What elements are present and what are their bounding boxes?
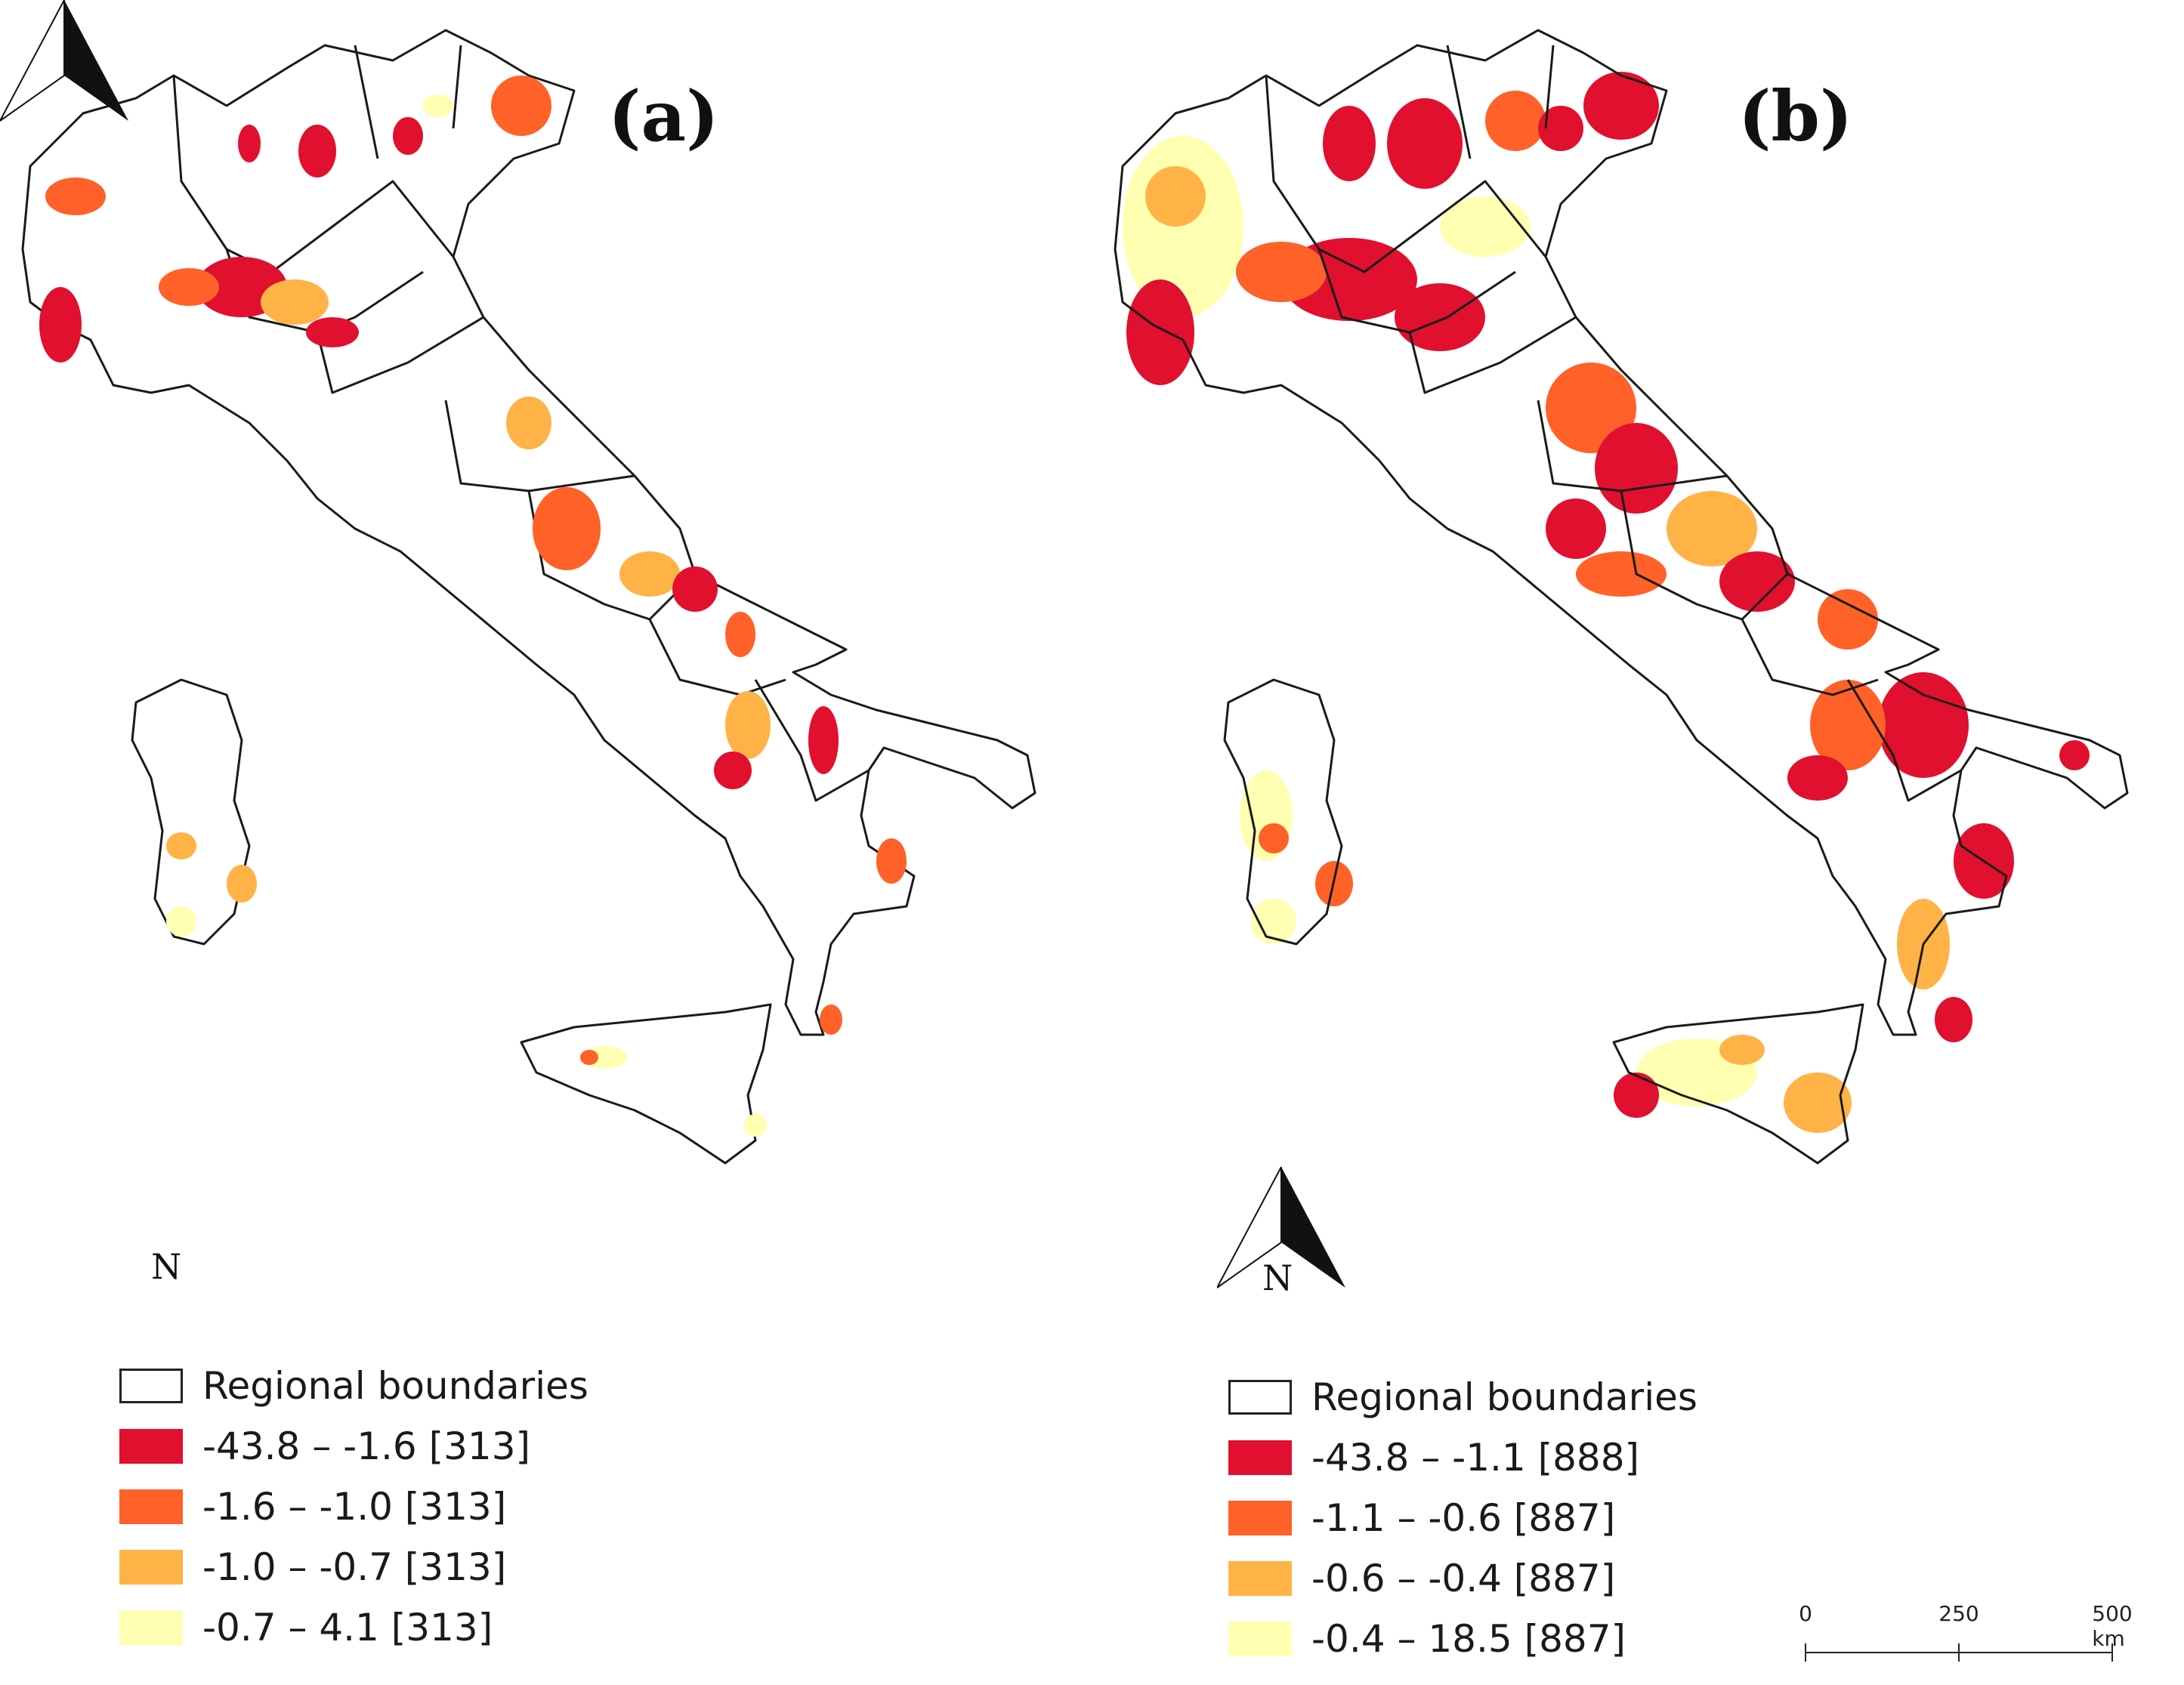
- legend-label: -43.8 – -1.1 [888]: [1311, 1436, 1640, 1480]
- italy-map-b: [1114, 29, 2129, 1165]
- map-panel-a: (a) N Regional boundaries -43.8 – -1.6 […: [0, 0, 1036, 1658]
- region-line-9: [452, 45, 462, 129]
- scale-bar-line: [1805, 1643, 2113, 1662]
- panel-label-b: (b): [1738, 76, 1853, 157]
- legend-b: Regional boundaries -43.8 – -1.1 [888] -…: [1228, 1367, 1697, 1669]
- legend-item: Regional boundaries: [1228, 1367, 1697, 1427]
- legend-item: -0.7 – 4.1 [313]: [119, 1597, 588, 1658]
- italy-mainland-outline: [21, 29, 1036, 1036]
- sicily-outline: [1612, 1003, 1864, 1165]
- legend-swatch: [119, 1550, 183, 1585]
- region-line-8: [1446, 45, 1472, 159]
- legend-label: -0.4 – 18.5 [887]: [1311, 1617, 1626, 1661]
- legend-item: -43.8 – -1.6 [313]: [119, 1416, 588, 1477]
- legend-item: -1.0 – -0.7 [313]: [119, 1537, 588, 1597]
- regional-boundaries-a: [21, 29, 1036, 1165]
- panel-label-a: (a): [608, 76, 719, 157]
- region-line-6: [1741, 619, 1879, 696]
- legend-swatch: [1228, 1622, 1292, 1656]
- north-letter-b: N: [1262, 1258, 1293, 1298]
- scale-label-250: 250: [1938, 1601, 1979, 1626]
- legend-label: Regional boundaries: [202, 1364, 588, 1408]
- legend-label: -1.6 – -1.0 [313]: [202, 1485, 507, 1529]
- region-line-7: [754, 679, 870, 802]
- legend-item: -0.4 – 18.5 [887]: [1228, 1609, 1697, 1669]
- region-line-1: [1265, 75, 1547, 273]
- choropleth-patches-b: [1123, 72, 2090, 1133]
- legend-item: -43.8 – -1.1 [888]: [1228, 1427, 1697, 1488]
- choropleth-patches-a: [39, 76, 907, 1137]
- north-letter-a: N: [151, 1246, 182, 1287]
- legend-item: Regional boundaries: [119, 1356, 588, 1416]
- legend-swatch: [1228, 1501, 1292, 1535]
- legend-swatch: [119, 1369, 183, 1403]
- legend-item: -0.6 – -0.4 [887]: [1228, 1548, 1697, 1609]
- sardinia-outline: [131, 678, 251, 946]
- sicily-outline: [520, 1003, 772, 1165]
- legend-label: -0.6 – -0.4 [887]: [1311, 1557, 1616, 1600]
- italy-mainland-outline: [1114, 29, 2129, 1036]
- map-panel-b: (b) N Regional boundaries -43.8 – -1.1 […: [1092, 0, 2184, 1685]
- region-line-6: [648, 619, 786, 696]
- scale-label-0: 0: [1799, 1601, 1812, 1626]
- legend-label: -1.1 – -0.6 [887]: [1311, 1496, 1616, 1540]
- region-line-5: [1620, 490, 1789, 621]
- italy-map-a: [21, 29, 1036, 1165]
- sardinia-outline: [1223, 678, 1343, 946]
- legend-label: -1.0 – -0.7 [313]: [202, 1545, 507, 1589]
- region-line-8: [354, 45, 379, 159]
- legend-item: -1.1 – -0.6 [887]: [1228, 1488, 1697, 1548]
- legend-swatch: [1228, 1561, 1292, 1596]
- regional-boundaries-b: [1114, 29, 2129, 1165]
- scale-bar: 0 250 500 km: [1798, 1601, 2133, 1677]
- region-line-9: [1544, 45, 1555, 129]
- legend-a: Regional boundaries -43.8 – -1.6 [313] -…: [119, 1356, 588, 1658]
- legend-swatch: [119, 1489, 183, 1524]
- legend-swatch: [119, 1610, 183, 1645]
- legend-label: -43.8 – -1.6 [313]: [202, 1424, 531, 1468]
- region-line-3: [1408, 316, 1577, 394]
- legend-swatch: [119, 1429, 183, 1464]
- north-arrow-icon: [0, 0, 128, 122]
- legend-swatch: [1228, 1440, 1292, 1475]
- legend-swatch: [1228, 1380, 1292, 1415]
- region-line-3: [316, 316, 484, 394]
- north-arrow-icon: [1217, 1167, 1345, 1288]
- region-line-7: [1846, 679, 1962, 802]
- legend-label: Regional boundaries: [1311, 1375, 1697, 1419]
- legend-item: -1.6 – -1.0 [313]: [119, 1477, 588, 1537]
- scale-label-500: 500 km: [2092, 1601, 2133, 1651]
- legend-label: -0.7 – 4.1 [313]: [202, 1606, 493, 1650]
